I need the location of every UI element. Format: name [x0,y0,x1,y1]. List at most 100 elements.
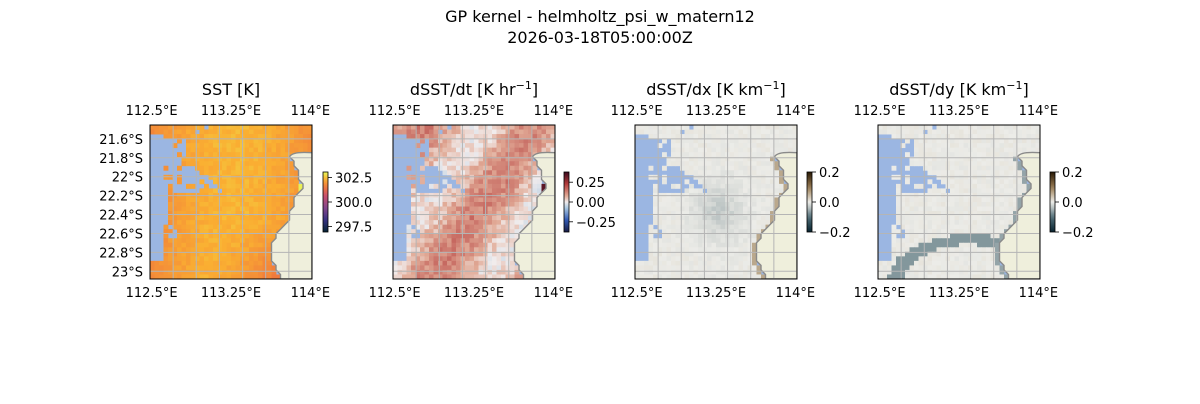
data-cell [231,161,236,167]
data-cell [420,229,425,235]
data-cell [519,224,524,230]
data-cell [698,238,703,244]
data-cell [711,152,717,158]
data-cell [195,215,200,221]
data-cell [972,138,978,144]
data-cell [451,229,457,235]
data-cell [738,125,744,130]
data-cell [923,125,928,130]
data-cell [999,179,1005,185]
data-cell [972,238,978,244]
data-cell [990,125,996,130]
data-cell [743,152,748,158]
data-cell [541,143,547,149]
data-cell [258,251,263,257]
data-cell [181,125,187,130]
data-cell [954,215,960,221]
data-cell [289,147,295,153]
data-cell [262,247,268,253]
data-cell [986,224,991,230]
data-cell [653,260,658,266]
data-cell [702,152,708,158]
data-cell [231,211,236,216]
data-cell [262,242,268,248]
data-cell [743,260,748,266]
data-cell [267,143,272,149]
data-cell [244,129,250,135]
data-cell [936,251,942,257]
data-cell [756,233,762,239]
colorbar-tick-label: 0.25 [576,176,605,191]
data-cell [492,238,497,244]
data-cell [999,129,1005,135]
data-cell [487,165,493,171]
data-cell [285,215,290,221]
data-cell [756,156,762,162]
data-cell [469,174,475,180]
data-cell [168,265,173,271]
data-cell [519,188,524,194]
data-cell [411,129,416,135]
data-cell [199,147,205,153]
data-cell [761,183,766,189]
data-cell [684,206,690,212]
data-cell [181,206,187,212]
data-cell [460,174,466,180]
data-cell [208,143,214,149]
data-cell [465,147,470,153]
data-cell [756,143,762,149]
data-cell [932,242,937,248]
data-cell [249,238,254,244]
data-cell [402,129,407,135]
data-cell [716,206,721,212]
data-cell [199,161,205,167]
colorbar-tick-label: 300.0 [335,196,372,211]
data-cell [442,224,448,230]
data-cell [671,260,676,266]
data-cell [433,183,439,189]
data-cell [720,260,726,266]
data-cell [981,260,987,266]
data-cell [523,156,529,162]
data-cell [698,174,703,180]
data-cell [424,251,430,257]
data-cell [442,242,448,248]
data-cell [523,174,529,180]
data-cell [451,188,457,194]
data-cell [914,265,919,271]
data-cell [438,197,443,203]
data-cell [460,138,466,144]
data-cell [936,125,942,130]
data-cell [977,161,982,167]
data-cell [990,170,996,176]
data-cell [411,238,416,244]
data-cell [986,211,991,216]
data-cell [478,220,484,226]
data-cell [510,188,515,194]
data-cell [231,224,236,230]
data-cell [438,265,443,271]
data-cell [519,156,524,162]
data-cell [734,134,739,139]
data-cell [761,224,766,230]
data-cell [190,202,196,207]
data-cell [918,256,924,262]
data-cell [743,138,748,144]
data-cell [172,125,178,130]
data-cell [505,224,511,230]
data-cell [680,138,685,144]
data-cell [716,147,721,153]
data-cell [496,170,502,176]
data-cell [411,229,416,235]
data-cell [941,147,946,153]
data-cell [995,229,1000,235]
data-cell [465,215,470,221]
data-cell [258,233,263,239]
data-cell [675,206,681,212]
data-cell [280,183,286,189]
data-cell [995,197,1000,203]
data-cell [761,125,766,130]
data-cell [981,183,987,189]
data-cell [878,260,883,266]
data-cell [720,215,726,221]
